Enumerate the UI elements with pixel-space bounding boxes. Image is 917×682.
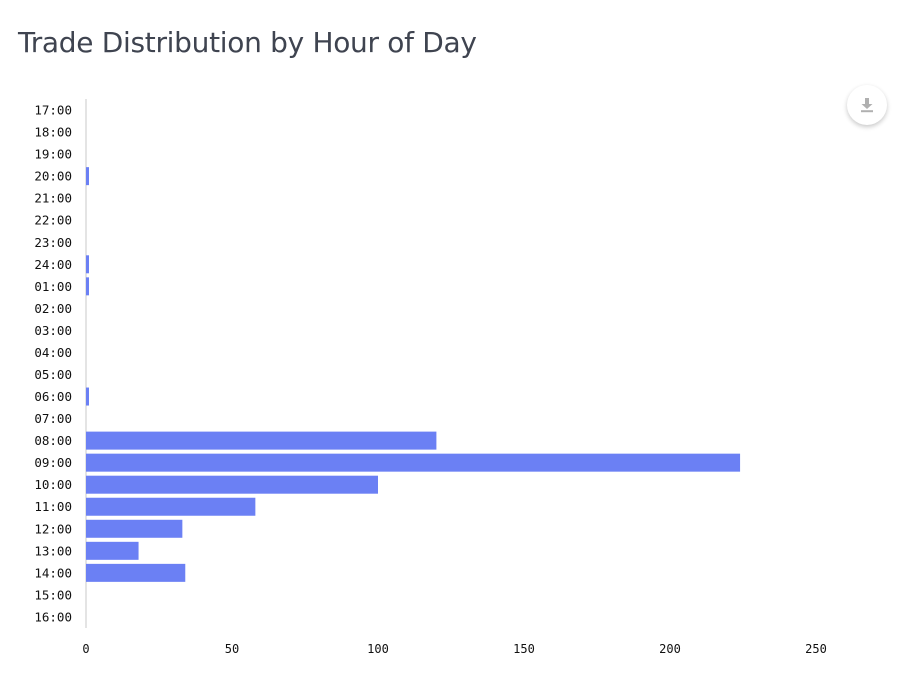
x-tick-label: 200 (659, 642, 681, 656)
x-tick-label: 250 (805, 642, 827, 656)
y-tick-label: 11:00 (34, 499, 72, 514)
y-tick-label: 15:00 (34, 587, 72, 602)
y-tick-label: 18:00 (34, 125, 72, 140)
bar[interactable] (86, 167, 89, 186)
y-tick-label: 10:00 (34, 477, 72, 492)
y-tick-label: 20:00 (34, 169, 72, 184)
y-tick-label: 24:00 (34, 257, 72, 272)
y-tick-label: 04:00 (34, 345, 72, 360)
bar[interactable] (86, 453, 741, 472)
y-tick-label: 13:00 (34, 543, 72, 558)
y-tick-label: 08:00 (34, 433, 72, 448)
y-tick-label: 14:00 (34, 565, 72, 580)
y-tick-label: 09:00 (34, 455, 72, 470)
y-tick-label: 01:00 (34, 279, 72, 294)
bar[interactable] (86, 277, 89, 296)
x-tick-label: 0 (82, 642, 89, 656)
bar[interactable] (86, 519, 183, 538)
bar[interactable] (86, 497, 256, 516)
bar[interactable] (86, 541, 139, 560)
chart-title: Trade Distribution by Hour of Day (18, 26, 477, 59)
bar[interactable] (86, 255, 89, 274)
bar[interactable] (86, 431, 437, 450)
x-tick-label: 150 (513, 642, 535, 656)
bar[interactable] (86, 475, 378, 494)
y-tick-label: 16:00 (34, 609, 72, 624)
x-tick-label: 50 (225, 642, 239, 656)
bar[interactable] (86, 387, 89, 406)
y-tick-label: 05:00 (34, 367, 72, 382)
y-tick-label: 17:00 (34, 103, 72, 118)
y-tick-label: 03:00 (34, 323, 72, 338)
y-tick-label: 23:00 (34, 235, 72, 250)
y-tick-label: 19:00 (34, 147, 72, 162)
y-tick-label: 21:00 (34, 191, 72, 206)
download-icon (861, 98, 873, 113)
bar[interactable] (86, 563, 186, 582)
y-tick-label: 12:00 (34, 521, 72, 536)
y-tick-label: 07:00 (34, 411, 72, 426)
x-tick-label: 100 (367, 642, 389, 656)
y-tick-label: 06:00 (34, 389, 72, 404)
download-button[interactable] (847, 85, 887, 125)
y-tick-label: 22:00 (34, 213, 72, 228)
y-tick-label: 02:00 (34, 301, 72, 316)
